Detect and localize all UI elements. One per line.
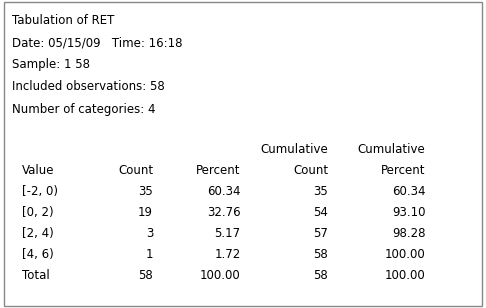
Text: Tabulation of RET: Tabulation of RET	[12, 14, 115, 27]
Text: 60.34: 60.34	[392, 185, 425, 198]
Text: 1: 1	[146, 248, 153, 261]
Text: 58: 58	[139, 269, 153, 282]
Text: 32.76: 32.76	[207, 206, 241, 219]
Text: Sample: 1 58: Sample: 1 58	[12, 58, 90, 71]
Text: 35: 35	[139, 185, 153, 198]
Text: 19: 19	[138, 206, 153, 219]
FancyBboxPatch shape	[4, 2, 482, 306]
Text: Percent: Percent	[381, 164, 425, 177]
Text: 35: 35	[313, 185, 328, 198]
Text: 54: 54	[313, 206, 328, 219]
Text: Cumulative: Cumulative	[260, 143, 328, 156]
Text: Value: Value	[22, 164, 54, 177]
Text: Count: Count	[118, 164, 153, 177]
Text: [-2, 0): [-2, 0)	[22, 185, 58, 198]
Text: Percent: Percent	[196, 164, 241, 177]
Text: Included observations: 58: Included observations: 58	[12, 80, 165, 93]
Text: 58: 58	[313, 248, 328, 261]
Text: [0, 2): [0, 2)	[22, 206, 53, 219]
Text: 58: 58	[313, 269, 328, 282]
Text: 98.28: 98.28	[392, 227, 425, 240]
Text: 60.34: 60.34	[207, 185, 241, 198]
Text: 5.17: 5.17	[214, 227, 241, 240]
Text: 100.00: 100.00	[384, 248, 425, 261]
Text: [2, 4): [2, 4)	[22, 227, 53, 240]
Text: 93.10: 93.10	[392, 206, 425, 219]
Text: 1.72: 1.72	[214, 248, 241, 261]
Text: Total: Total	[22, 269, 50, 282]
Text: 100.00: 100.00	[200, 269, 241, 282]
Text: 57: 57	[313, 227, 328, 240]
Text: Count: Count	[293, 164, 328, 177]
Text: Cumulative: Cumulative	[358, 143, 425, 156]
Text: 100.00: 100.00	[384, 269, 425, 282]
Text: Number of categories: 4: Number of categories: 4	[12, 103, 156, 116]
Text: Date: 05/15/09   Time: 16:18: Date: 05/15/09 Time: 16:18	[12, 36, 183, 49]
Text: [4, 6): [4, 6)	[22, 248, 53, 261]
Text: 3: 3	[146, 227, 153, 240]
